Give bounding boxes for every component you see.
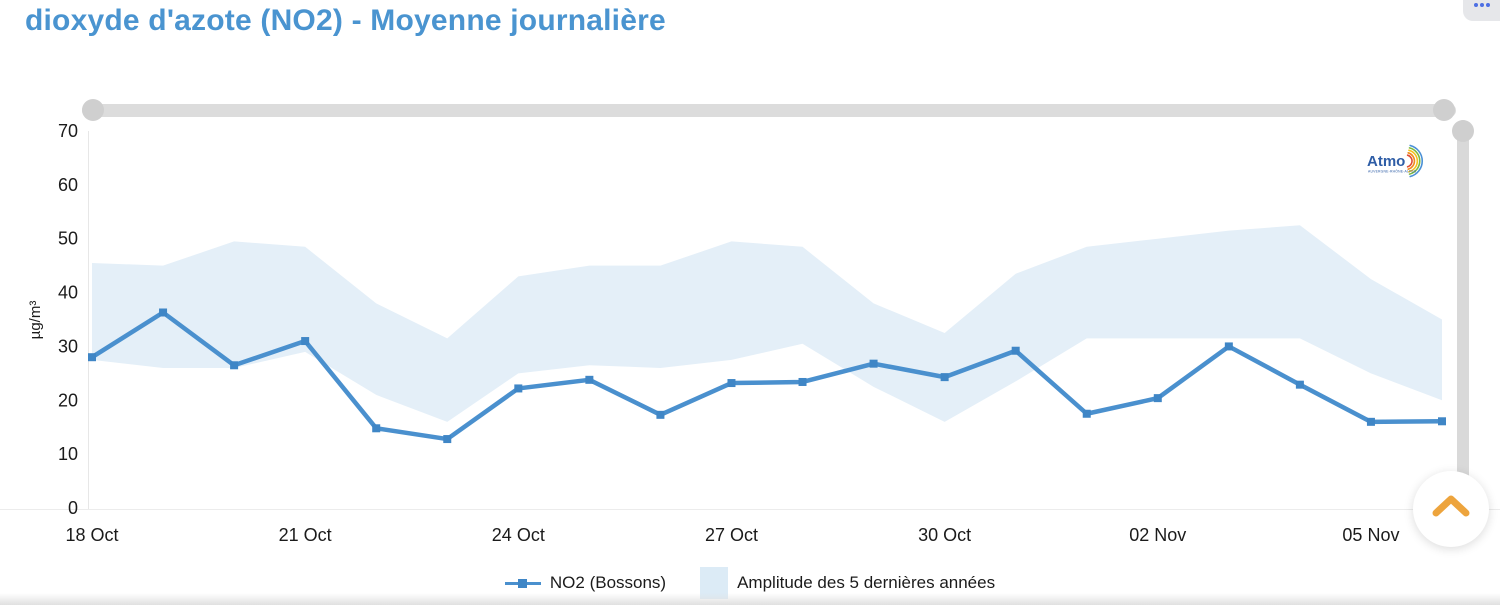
svg-text:27 Oct: 27 Oct bbox=[705, 525, 758, 545]
ellipsis-dot bbox=[1479, 3, 1484, 7]
data-point-marker bbox=[869, 359, 878, 368]
vertical-scrollbar-track[interactable] bbox=[1457, 120, 1469, 498]
atmo-logo-region-text: AUVERGNE-RHÔNE-ALPES bbox=[1368, 169, 1417, 174]
data-point-marker bbox=[443, 435, 452, 444]
no2-line-chart: 0 10 20 30 40 50 60 70 18 Oct 21 Oct 24 Oct 27 Oct 3… bbox=[0, 121, 1500, 545]
more-options-button[interactable] bbox=[1463, 0, 1500, 21]
atmo-logo-text: Atmo bbox=[1367, 153, 1405, 170]
legend-item-no2[interactable]: NO2 (Bossons) bbox=[504, 573, 667, 593]
range-slider-left-handle[interactable] bbox=[82, 99, 104, 121]
data-point-marker bbox=[1011, 346, 1020, 355]
ellipsis-dot bbox=[1473, 3, 1478, 7]
y-axis-ticks: 0 10 20 30 40 50 60 70 bbox=[58, 121, 78, 518]
atmo-logo-arcs bbox=[1406, 144, 1423, 178]
data-point-marker bbox=[230, 361, 239, 370]
data-point-marker bbox=[1438, 417, 1446, 426]
svg-text:30 Oct: 30 Oct bbox=[918, 525, 971, 545]
data-point-marker bbox=[656, 410, 665, 419]
data-point-marker bbox=[585, 375, 594, 384]
svg-text:02 Nov: 02 Nov bbox=[1129, 525, 1186, 545]
data-point-marker bbox=[88, 353, 96, 362]
data-point-marker bbox=[159, 308, 168, 317]
x-axis-ticks: 18 Oct 21 Oct 24 Oct 27 Oct 30 Oct 02 Nov 05 N… bbox=[65, 525, 1399, 545]
range-slider-right-handle[interactable] bbox=[1433, 99, 1455, 121]
svg-text:50: 50 bbox=[58, 229, 78, 249]
svg-text:18 Oct: 18 Oct bbox=[65, 525, 118, 545]
line-marker-icon bbox=[504, 578, 541, 588]
svg-text:0: 0 bbox=[68, 498, 78, 518]
no2-line-series bbox=[88, 308, 1446, 444]
svg-text:20: 20 bbox=[58, 390, 78, 410]
data-point-marker bbox=[301, 337, 310, 346]
data-point-marker bbox=[1366, 417, 1375, 426]
amplitude-band-series bbox=[92, 225, 1442, 422]
data-point-marker bbox=[1082, 409, 1091, 418]
horizontal-range-slider-track[interactable] bbox=[82, 104, 1456, 117]
card-bottom-edge bbox=[0, 593, 1500, 605]
svg-text:60: 60 bbox=[58, 175, 78, 195]
svg-text:24 Oct: 24 Oct bbox=[492, 525, 545, 545]
data-point-marker bbox=[1224, 342, 1233, 351]
chevron-up-icon bbox=[1432, 495, 1470, 517]
svg-text:30: 30 bbox=[58, 336, 78, 356]
legend-label: NO2 (Bossons) bbox=[549, 573, 667, 592]
atmo-logo: Atmo AUVERGNE-RHÔNE-ALPES bbox=[1366, 143, 1428, 185]
data-point-marker bbox=[514, 384, 523, 393]
svg-text:70: 70 bbox=[58, 121, 78, 141]
svg-text:05 Nov: 05 Nov bbox=[1342, 525, 1399, 545]
data-point-marker bbox=[940, 373, 949, 382]
svg-text:40: 40 bbox=[58, 283, 78, 303]
data-point-marker bbox=[727, 379, 736, 388]
vertical-scrollbar-handle[interactable] bbox=[1452, 120, 1474, 142]
svg-text:10: 10 bbox=[58, 444, 78, 464]
data-point-marker bbox=[1153, 394, 1162, 403]
svg-text:21 Oct: 21 Oct bbox=[279, 525, 332, 545]
ellipsis-dot bbox=[1485, 3, 1490, 7]
back-to-top-button[interactable] bbox=[1413, 471, 1489, 547]
legend-label: Amplitude des 5 dernières années bbox=[737, 573, 996, 592]
y-axis-unit-label: µg/m³ bbox=[27, 301, 44, 340]
data-point-marker bbox=[798, 377, 807, 386]
data-point-marker bbox=[372, 424, 381, 433]
data-point-marker bbox=[1295, 380, 1304, 389]
page-title: dioxyde d'azote (NO2) - Moyenne journali… bbox=[25, 4, 666, 37]
